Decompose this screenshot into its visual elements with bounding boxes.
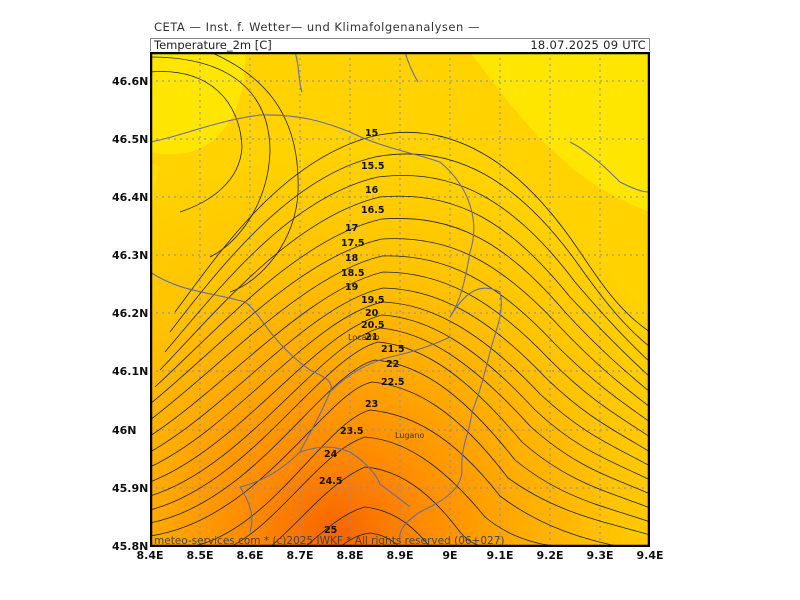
- country-border: [150, 52, 650, 543]
- contour-label: 23.5: [340, 426, 363, 437]
- contour-labels: 15 15.5 16 16.5 17 17.5 18 18.5 19 19.5 …: [319, 128, 404, 536]
- lat-tick-label: 46.3N: [112, 249, 149, 262]
- lat-tick-label: 46.4N: [112, 191, 149, 204]
- lat-tick-label: 46.5N: [112, 133, 149, 146]
- contour-label: 18: [345, 253, 359, 264]
- contour-label: 20.5: [361, 320, 384, 331]
- lat-tick-label: 46.2N: [112, 307, 149, 320]
- cool-zone-northeast: [470, 52, 650, 212]
- contour-label: 21.5: [381, 344, 404, 355]
- copyright-footer: meteo-services.com * (c)2025 IWKF * All …: [154, 535, 505, 547]
- contour-label: 22: [386, 359, 399, 370]
- lat-tick-label: 46.1N: [112, 365, 149, 378]
- institution-header: CETA — Inst. f. Wetter— und Klimafolgena…: [154, 20, 480, 34]
- lon-tick-label: 8.6E: [236, 549, 264, 562]
- contour-label: 16: [365, 185, 379, 196]
- lon-tick-label: 8.8E: [336, 549, 364, 562]
- contour-label: 25: [324, 525, 337, 536]
- contour-label: 22.5: [381, 377, 404, 388]
- lon-tick-label: 8.7E: [286, 549, 314, 562]
- lon-tick-label: 8.4E: [136, 549, 164, 562]
- contour-label: 15: [365, 128, 378, 139]
- temperature-map: Locarno Lugano 15 15.5 16 16.5 17 17.5 1…: [150, 52, 650, 547]
- lat-lon-grid: [150, 52, 650, 547]
- contour-label: 24: [324, 449, 338, 460]
- lon-tick-label: 8.9E: [386, 549, 414, 562]
- lon-tick-label: 9.3E: [586, 549, 614, 562]
- contour-label: 21: [365, 332, 378, 343]
- parameter-title: Temperature_2m [C]: [154, 38, 272, 52]
- lat-tick-label: 45.8N: [112, 540, 149, 553]
- lon-tick-label: 9E: [442, 549, 458, 562]
- lat-tick-label: 45.9N: [112, 482, 149, 495]
- lat-tick-label: 46N: [112, 424, 137, 437]
- contour-label: 18.5: [341, 268, 364, 279]
- lat-tick-label: 46.6N: [112, 75, 149, 88]
- city-label-lugano: Lugano: [395, 431, 424, 440]
- contour-label: 19: [345, 282, 358, 293]
- cool-zone-west: [150, 162, 160, 252]
- cool-zone-northwest: [150, 52, 246, 155]
- map-canvas: Locarno Lugano 15 15.5 16 16.5 17 17.5 1…: [150, 52, 650, 547]
- isotherms: [150, 52, 650, 547]
- lon-tick-label: 9.2E: [536, 549, 564, 562]
- valid-datetime: 18.07.2025 09 UTC: [530, 38, 646, 52]
- map-title-bar: Temperature_2m [C] 18.07.2025 09 UTC: [150, 38, 650, 52]
- contour-label: 16.5: [361, 205, 384, 216]
- lon-tick-label: 9.4E: [636, 549, 664, 562]
- contour-label: 15.5: [361, 161, 384, 172]
- contour-label: 17: [345, 223, 358, 234]
- contour-label: 19.5: [361, 295, 384, 306]
- city-locarno: Locarno: [348, 333, 380, 342]
- contour-label: 23: [365, 399, 378, 410]
- contour-label: 17.5: [341, 238, 364, 249]
- contour-label: 20: [365, 308, 379, 319]
- city-label-locarno: Locarno: [348, 333, 380, 342]
- contour-label: 24.5: [319, 476, 342, 487]
- lon-tick-label: 9.1E: [486, 549, 514, 562]
- map-border: [150, 52, 650, 547]
- city-lugano: Lugano: [395, 431, 424, 440]
- lon-tick-label: 8.5E: [186, 549, 214, 562]
